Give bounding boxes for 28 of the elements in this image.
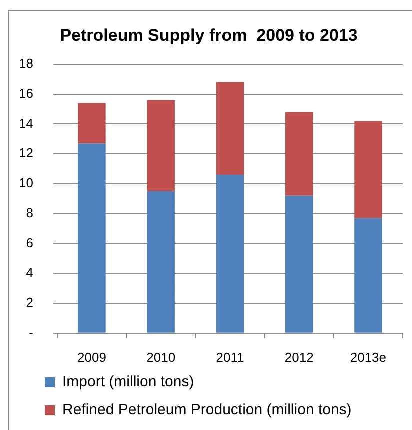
bar [354, 218, 382, 333]
y-tick-label: 16 [18, 86, 34, 101]
bar [78, 103, 106, 144]
y-tick-label: - [29, 324, 34, 340]
bar [147, 191, 175, 333]
bar [147, 100, 175, 192]
bar [216, 174, 244, 333]
y-tick-label: 12 [18, 146, 34, 161]
x-tick-label: 2012 [284, 350, 314, 365]
bar [286, 196, 314, 333]
x-tick-label: 2013e [350, 350, 387, 365]
y-tick-label: 8 [26, 205, 34, 220]
y-tick-label: 18 [18, 56, 34, 71]
legend-label: Import (million tons) [62, 374, 194, 391]
bar [78, 144, 106, 333]
y-tick-label: 2 [26, 295, 34, 310]
bar [354, 121, 382, 218]
chart-title: Petroleum Supply from 2009 to 2013 [60, 26, 358, 45]
bar [216, 82, 244, 175]
y-tick-label: 14 [18, 116, 34, 131]
y-tick-label: 10 [18, 176, 34, 191]
bar [286, 112, 314, 196]
x-tick-label: 2010 [146, 350, 176, 365]
x-tick-label: 2009 [78, 350, 106, 365]
x-tick-label: 2011 [216, 350, 244, 365]
y-tick-label: 6 [26, 235, 34, 250]
legend-label: Refined Petroleum Production (million tons) [62, 402, 352, 419]
y-tick-label: 4 [26, 265, 34, 280]
